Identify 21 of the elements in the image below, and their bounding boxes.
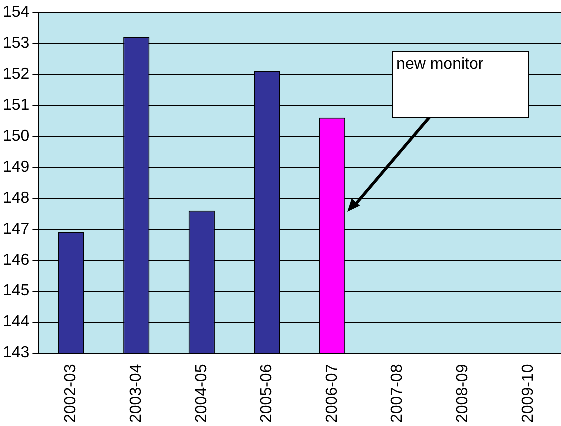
y-tick-label: 146 (2, 252, 30, 269)
y-tick-label: 150 (2, 128, 30, 145)
x-tick-label: 2008-09 (454, 364, 472, 423)
y-tick-label: 153 (2, 34, 30, 52)
y-tick-label: 145 (2, 282, 30, 300)
x-tick-label: 2003-04 (128, 364, 146, 423)
annotation: new monitor (396, 56, 484, 74)
y-tick-label: 144 (2, 314, 30, 331)
y-tick-label: 154 (2, 4, 30, 22)
y-tick-label: 149 (2, 158, 30, 176)
y-tick-label: 152 (2, 66, 30, 83)
x-tick-label: 2004-05 (193, 364, 210, 423)
x-tick-label: 2006-07 (324, 364, 341, 423)
y-tick-label: 151 (2, 96, 30, 114)
y-tick-label: 148 (2, 190, 30, 207)
x-tick-label: 2007-08 (389, 364, 406, 423)
x-tick-label: 2005-06 (258, 364, 276, 423)
x-tick-label: 2002-03 (62, 364, 80, 423)
y-tick-label: 143 (2, 344, 30, 362)
x-tick-label: 2009-10 (520, 364, 537, 423)
y-tick-label: 147 (2, 220, 30, 238)
